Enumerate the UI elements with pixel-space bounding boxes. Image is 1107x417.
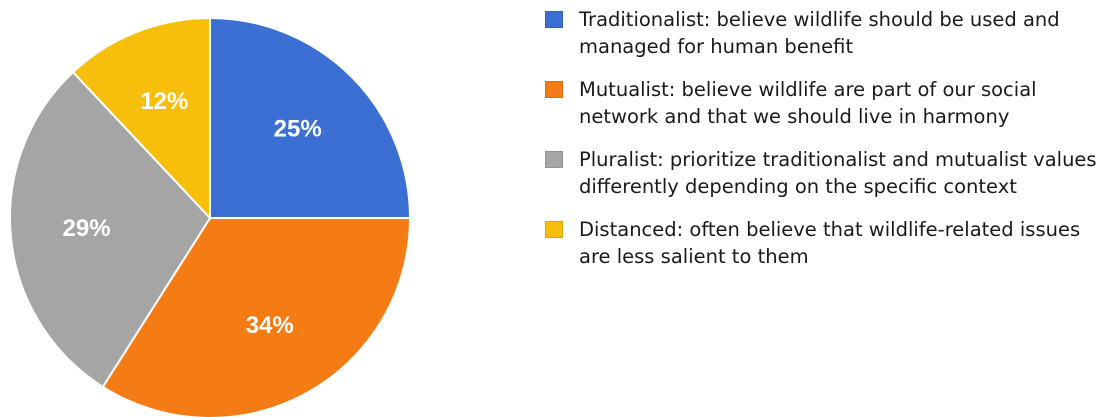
legend: Traditionalist: believe wildlife should … — [545, 6, 1100, 286]
pie-slice-traditionalist — [209, 16, 412, 219]
legend-label-traditionalist: Traditionalist: believe wildlife should … — [579, 8, 1060, 58]
legend-swatch-mutualist — [545, 81, 563, 98]
legend-label-pluralist: Pluralist: prioritize traditionalist and… — [579, 148, 1097, 198]
slice-label-distanced: 12% — [140, 88, 188, 115]
legend-label-distanced: Distanced: often believe that wildlife-r… — [579, 218, 1081, 268]
slice-label-mutualist: 34% — [246, 312, 294, 339]
legend-item-traditionalist: Traditionalist: believe wildlife should … — [545, 6, 1100, 60]
legend-item-distanced: Distanced: often believe that wildlife-r… — [545, 216, 1100, 270]
legend-swatch-traditionalist — [545, 11, 563, 28]
pie-slice-mutualist — [101, 217, 412, 417]
pie-slice-distanced — [71, 16, 211, 221]
legend-swatch-pluralist — [545, 151, 563, 168]
legend-item-mutualist: Mutualist: believe wildlife are part of … — [545, 76, 1100, 130]
slice-label-traditionalist: 25% — [274, 116, 322, 143]
legend-swatch-distanced — [545, 221, 563, 238]
slice-label-pluralist: 29% — [63, 215, 111, 242]
legend-label-mutualist: Mutualist: believe wildlife are part of … — [579, 78, 1037, 128]
pie-slice-pluralist — [9, 70, 212, 389]
pie-chart: 25% 34% 29% 12% — [9, 16, 412, 417]
legend-item-pluralist: Pluralist: prioritize traditionalist and… — [545, 146, 1100, 200]
